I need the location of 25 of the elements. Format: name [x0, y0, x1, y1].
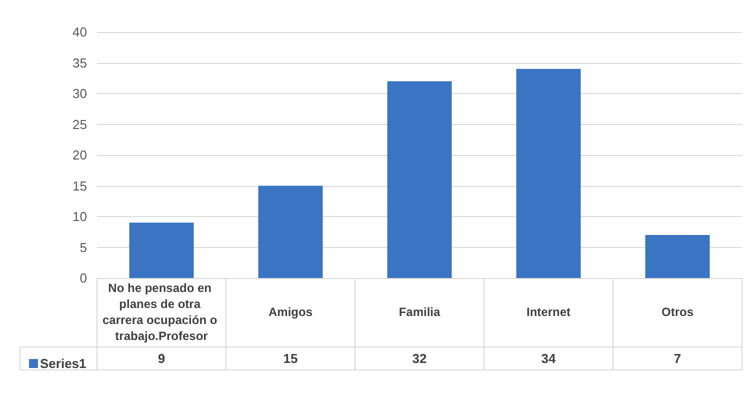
data-label: 7 — [674, 351, 682, 366]
bar — [129, 222, 194, 278]
y-tick-label: 10 — [72, 209, 87, 224]
y-tick-label: 15 — [72, 178, 87, 194]
y-tick-label: 40 — [72, 24, 87, 40]
x-tick-label: Amigos — [268, 305, 313, 319]
data-label: 32 — [412, 351, 427, 366]
y-tick-label: 20 — [72, 148, 87, 162]
y-tick-label: 0 — [80, 270, 87, 286]
bar — [258, 186, 323, 278]
bar — [516, 68, 581, 278]
x-tick-label: Familia — [398, 305, 440, 319]
data-label: 34 — [541, 351, 556, 366]
data-label: 15 — [283, 351, 298, 366]
y-tick-label: 25 — [72, 116, 87, 132]
x-tick-label: No he pensado en planes de otra carrera ocupación o trabajo.Profesor — [102, 281, 221, 343]
data-label: 9 — [158, 351, 166, 366]
bar — [645, 234, 710, 278]
y-tick-label: 30 — [72, 86, 87, 101]
legend-label: Series1 — [40, 356, 86, 371]
x-tick-label: Otros — [661, 305, 694, 319]
bar — [387, 81, 452, 278]
y-tick-label: 35 — [72, 55, 87, 70]
x-tick-label: Internet — [526, 305, 571, 319]
y-tick-label: 5 — [80, 240, 87, 255]
